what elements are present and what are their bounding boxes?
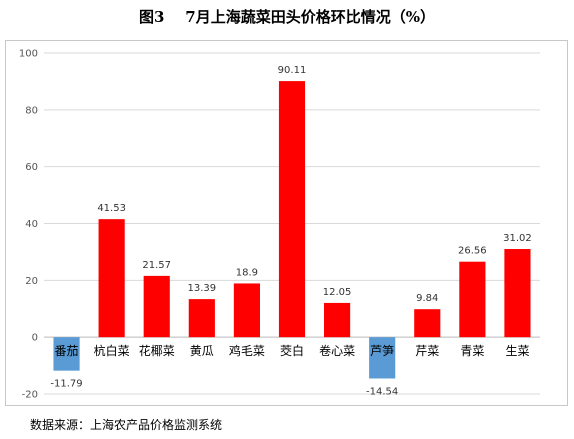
y-tick-label: 0 xyxy=(32,333,38,344)
data-label: 18.9 xyxy=(236,267,258,278)
data-label: 26.56 xyxy=(458,246,487,257)
category-label: 芹菜 xyxy=(415,344,439,358)
category-label: 杭白菜 xyxy=(94,343,130,358)
bars xyxy=(53,81,531,379)
data-label: 13.39 xyxy=(187,283,216,294)
bar xyxy=(504,249,531,338)
category-label: 芦笋 xyxy=(370,343,394,358)
category-label: 黄瓜 xyxy=(190,344,214,358)
bar xyxy=(188,299,215,338)
chart-title: 图3 7月上海蔬菜田头价格环比情况（%） xyxy=(138,8,436,26)
labels: 番茄 -11.79 杭白菜 41.53 花椰菜 21.57 黄瓜 13.39 鸡毛菜 18.9 茭白… xyxy=(50,65,531,397)
data-label: -11.79 xyxy=(50,379,82,390)
data-label: 21.57 xyxy=(142,260,171,271)
y-tick-label: 100 xyxy=(19,49,38,60)
y-tick-label: -20 xyxy=(22,390,38,401)
source-note: 数据来源：上海农产品价格监测系统 xyxy=(30,418,223,432)
bar xyxy=(324,302,351,338)
bar xyxy=(233,283,260,338)
bar xyxy=(369,337,396,379)
bar xyxy=(278,81,306,338)
category-label: 茭白 xyxy=(280,343,304,358)
category-label: 卷心菜 xyxy=(319,343,355,358)
y-tick-label: 40 xyxy=(25,219,38,230)
bar xyxy=(459,261,486,338)
plot-area-frame xyxy=(5,40,568,406)
bar xyxy=(143,275,170,338)
y-tick-label: 80 xyxy=(25,105,38,116)
bar xyxy=(53,337,80,371)
bar xyxy=(414,309,441,338)
data-label: 9.84 xyxy=(416,293,438,304)
data-label: 90.11 xyxy=(278,65,307,76)
bar xyxy=(98,219,125,338)
data-label: -14.54 xyxy=(366,386,398,397)
category-label: 青菜 xyxy=(460,344,484,358)
y-tick-label: 20 xyxy=(25,276,38,287)
data-label: 31.02 xyxy=(503,233,532,244)
category-label: 鸡毛菜 xyxy=(229,343,265,358)
y-tick-label: 60 xyxy=(25,162,38,173)
data-label: 12.05 xyxy=(323,287,352,298)
category-label: 番茄 xyxy=(55,344,79,358)
category-label: 生菜 xyxy=(505,344,529,358)
category-label: 花椰菜 xyxy=(139,343,175,358)
data-label: 41.53 xyxy=(97,203,126,214)
